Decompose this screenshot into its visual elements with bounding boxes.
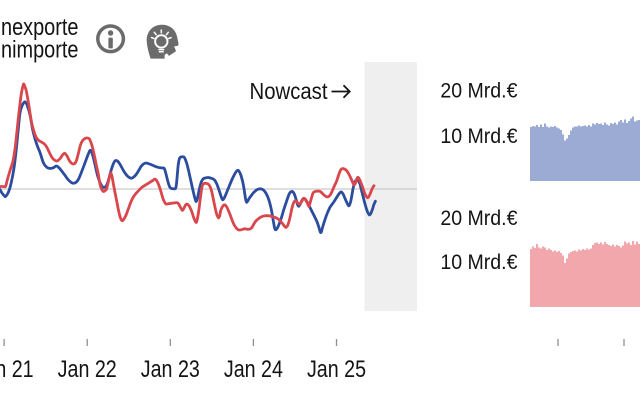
svg-text:20 Mrd.€: 20 Mrd.€ (440, 206, 518, 230)
svg-text:10 Mrd.€: 10 Mrd.€ (440, 124, 518, 148)
svg-text:20 Mrd.€: 20 Mrd.€ (440, 79, 518, 103)
svg-text:Jan 21: Jan 21 (0, 355, 34, 382)
svg-text:Jan 23: Jan 23 (141, 355, 200, 382)
svg-text:Nowcast: Nowcast (250, 78, 328, 104)
svg-text:Jan 25: Jan 25 (307, 355, 366, 382)
svg-text:nexporte: nexporte (1, 13, 79, 40)
svg-text:Jan 24: Jan 24 (224, 355, 283, 382)
svg-text:nimporte: nimporte (1, 36, 78, 63)
svg-text:10 Mrd.€: 10 Mrd.€ (440, 250, 518, 274)
svg-text:Jan 22: Jan 22 (58, 355, 117, 382)
